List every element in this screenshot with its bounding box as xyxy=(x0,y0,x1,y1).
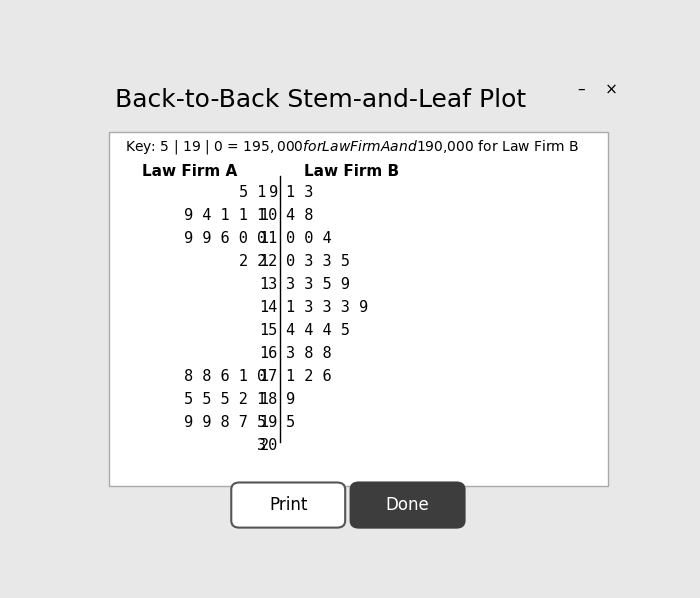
Text: 3: 3 xyxy=(257,438,266,453)
Text: 10: 10 xyxy=(260,208,278,222)
Text: 9: 9 xyxy=(269,185,278,200)
Text: 4 8: 4 8 xyxy=(286,208,313,222)
Text: 11: 11 xyxy=(260,231,278,246)
Text: 9: 9 xyxy=(286,392,295,407)
Text: Law Firm B: Law Firm B xyxy=(304,164,400,179)
Text: 0 3 3 5: 0 3 3 5 xyxy=(286,254,349,269)
Text: 9 4 1 1 1: 9 4 1 1 1 xyxy=(184,208,266,222)
Text: 19: 19 xyxy=(260,415,278,430)
Text: 1 2 6: 1 2 6 xyxy=(286,369,331,384)
Text: 5: 5 xyxy=(286,415,295,430)
Text: 9 9 8 7 5: 9 9 8 7 5 xyxy=(184,415,266,430)
Text: Law Firm A: Law Firm A xyxy=(141,164,237,179)
Text: Key: 5 | 19 | 0 = $195,000 for Law Firm A and $190,000 for Law Firm B: Key: 5 | 19 | 0 = $195,000 for Law Firm … xyxy=(125,138,580,156)
FancyBboxPatch shape xyxy=(109,132,608,486)
Text: 3 8 8: 3 8 8 xyxy=(286,346,331,361)
Text: 8 8 6 1 0: 8 8 6 1 0 xyxy=(184,369,266,384)
Text: 5 1: 5 1 xyxy=(239,185,266,200)
Text: 0 0 4: 0 0 4 xyxy=(286,231,331,246)
Text: 17: 17 xyxy=(260,369,278,384)
Text: 18: 18 xyxy=(260,392,278,407)
Text: 1 3 3 3 9: 1 3 3 3 9 xyxy=(286,300,368,315)
Text: Back-to-Back Stem-and-Leaf Plot: Back-to-Back Stem-and-Leaf Plot xyxy=(115,88,526,112)
FancyBboxPatch shape xyxy=(231,483,345,527)
Text: 15: 15 xyxy=(260,323,278,338)
Text: 5 5 5 2 1: 5 5 5 2 1 xyxy=(184,392,266,407)
FancyBboxPatch shape xyxy=(351,483,465,527)
Text: 14: 14 xyxy=(260,300,278,315)
Text: 20: 20 xyxy=(260,438,278,453)
Text: –    ×: – × xyxy=(578,82,618,97)
Text: 2 2: 2 2 xyxy=(239,254,266,269)
Text: 3 3 5 9: 3 3 5 9 xyxy=(286,277,349,292)
Text: 16: 16 xyxy=(260,346,278,361)
Text: 4 4 4 5: 4 4 4 5 xyxy=(286,323,349,338)
Text: 12: 12 xyxy=(260,254,278,269)
Text: 9 9 6 0 0: 9 9 6 0 0 xyxy=(184,231,266,246)
Text: 1 3: 1 3 xyxy=(286,185,313,200)
Text: 13: 13 xyxy=(260,277,278,292)
Text: Print: Print xyxy=(269,496,307,514)
Text: Done: Done xyxy=(386,496,429,514)
